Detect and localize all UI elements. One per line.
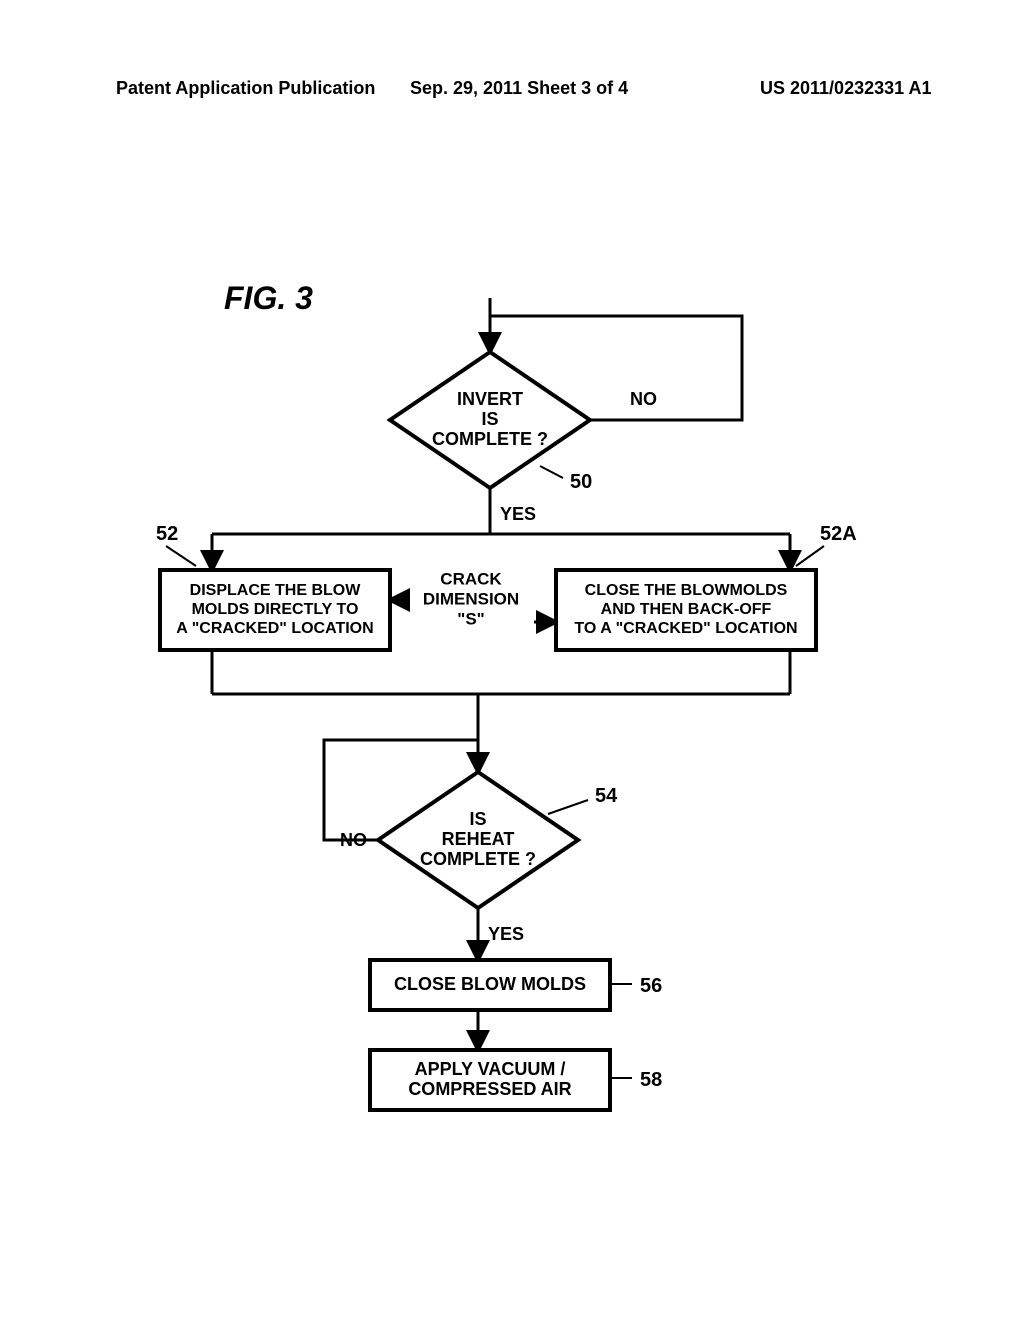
node-b52A-line2: TO A "CRACKED" LOCATION	[574, 620, 797, 637]
edge-label-no1: NO	[630, 389, 657, 409]
node-b52A: CLOSE THE BLOWMOLDS AND THEN BACK-OFF TO A…	[556, 570, 816, 650]
node-b52A-line1: AND THEN BACK-OFF	[601, 601, 772, 618]
node-d50-line1: IS	[481, 409, 498, 429]
node-b52A-line0: CLOSE THE BLOWMOLDS	[585, 582, 788, 599]
node-b56: CLOSE BLOW MOLDS	[370, 960, 610, 1010]
ref-label-r56: 56	[640, 975, 662, 997]
node-d54-line2: COMPLETE ?	[420, 849, 536, 869]
node-b_dim: CRACKDIMENSION"S"	[423, 569, 519, 628]
ref-leader-r50	[540, 466, 563, 478]
ref-leader-r52	[166, 546, 196, 566]
node-b56-line0: CLOSE BLOW MOLDS	[394, 974, 586, 994]
node-b_dim-line1: DIMENSION	[423, 589, 519, 608]
edge-label-yes1: YES	[500, 504, 536, 524]
node-b58-line0: APPLY VACUUM /	[415, 1059, 566, 1079]
flowchart: INVERTISCOMPLETE ?ISREHEATCOMPLETE ?DISP…	[0, 0, 1024, 1320]
node-d54-line0: IS	[469, 809, 486, 829]
node-b_dim-line0: CRACK	[440, 569, 502, 588]
node-d50-line2: COMPLETE ?	[432, 429, 548, 449]
node-d50-line0: INVERT	[457, 389, 523, 409]
node-d50: INVERTISCOMPLETE ?	[390, 352, 590, 488]
ref-leader-r54	[548, 800, 588, 814]
ref-label-r58: 58	[640, 1069, 662, 1091]
edge-label-yes2: YES	[488, 924, 524, 944]
ref-label-r54: 54	[595, 785, 618, 807]
ref-leader-r52A	[796, 546, 824, 566]
ref-label-r50: 50	[570, 471, 592, 493]
node-b52-line1: MOLDS DIRECTLY TO	[192, 601, 359, 618]
node-d54-line1: REHEAT	[442, 829, 515, 849]
node-b58-line1: COMPRESSED AIR	[408, 1079, 571, 1099]
edge-label-no2: NO	[340, 830, 367, 850]
node-b52-line0: DISPLACE THE BLOW	[190, 582, 362, 599]
ref-label-r52: 52	[156, 523, 178, 545]
node-b_dim-line2: "S"	[457, 609, 484, 628]
node-d54: ISREHEATCOMPLETE ?	[378, 772, 578, 908]
node-b52: DISPLACE THE BLOW MOLDS DIRECTLY TO A "CRA…	[160, 570, 390, 650]
node-b58: APPLY VACUUM /COMPRESSED AIR	[370, 1050, 610, 1110]
node-b52-line2: A "CRACKED" LOCATION	[176, 620, 373, 637]
ref-label-r52A: 52A	[820, 523, 857, 545]
